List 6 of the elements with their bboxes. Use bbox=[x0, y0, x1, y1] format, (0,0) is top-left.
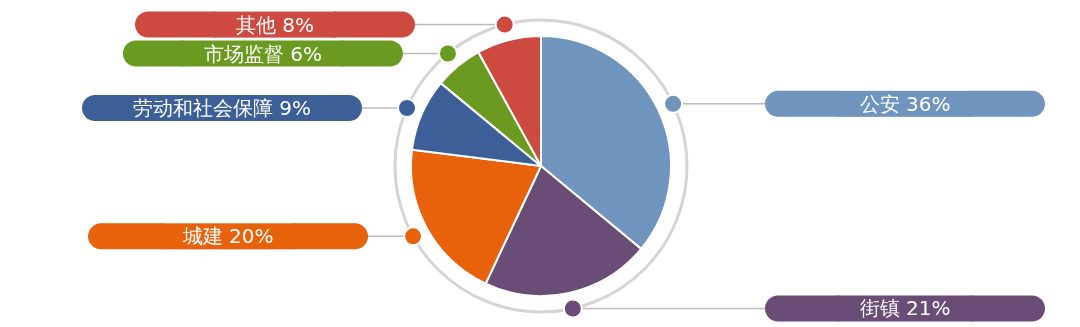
legend-label: 其他 8% bbox=[235, 12, 315, 37]
legend-label: 街镇 21% bbox=[859, 296, 951, 321]
legend-label: 公安 36% bbox=[859, 91, 951, 116]
legend-label: 市场监督 6% bbox=[203, 41, 322, 66]
legend-label: 城建 20% bbox=[181, 224, 274, 249]
legend-label: 劳动和社会保障 9% bbox=[132, 96, 312, 121]
